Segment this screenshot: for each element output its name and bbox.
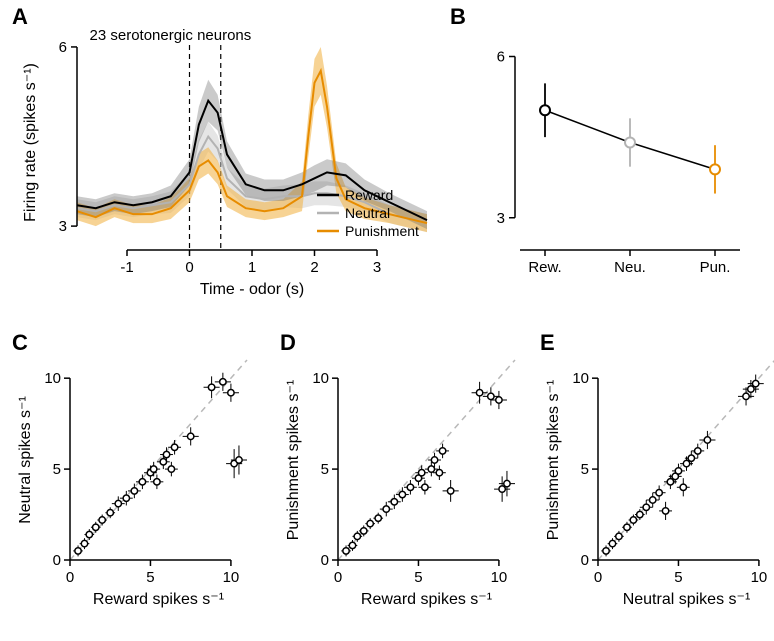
svg-text:5: 5 [581,461,589,478]
svg-text:Neu.: Neu. [614,259,646,276]
svg-text:10: 10 [44,370,61,387]
svg-text:-1: -1 [120,259,133,276]
svg-text:Reward spikes s⁻¹: Reward spikes s⁻¹ [93,591,224,608]
svg-text:Punishment: Punishment [345,223,419,239]
svg-text:Neutral spikes s⁻¹: Neutral spikes s⁻¹ [17,396,34,524]
svg-text:Neutral: Neutral [345,205,390,221]
svg-text:Reward spikes s⁻¹: Reward spikes s⁻¹ [361,591,492,608]
svg-text:5: 5 [414,569,422,586]
svg-text:3: 3 [373,259,381,276]
svg-text:Rew.: Rew. [528,259,561,276]
panel-b: 3 6 Rew. Neu. Pun. [455,10,765,330]
svg-text:5: 5 [674,569,682,586]
svg-text:2: 2 [310,259,318,276]
svg-text:0: 0 [185,259,193,276]
svg-text:0: 0 [321,552,329,569]
svg-text:10: 10 [491,569,508,586]
svg-text:3: 3 [59,218,67,235]
svg-text:0: 0 [334,569,342,586]
svg-text:1: 1 [248,259,256,276]
svg-text:5: 5 [53,461,61,478]
svg-text:10: 10 [751,569,768,586]
svg-text:Reward: Reward [345,187,393,203]
svg-text:0: 0 [66,569,74,586]
panel-d: 00 5 5 10 10 Reward spikes s⁻¹ Punishment spik… [280,340,540,640]
svg-text:6: 6 [497,49,505,66]
svg-text:10: 10 [572,370,589,387]
svg-text:10: 10 [312,370,329,387]
panel-c: 00 5 5 10 10 Reward spikes s⁻¹ Neutral spikes … [12,340,272,640]
svg-text:0: 0 [594,569,602,586]
svg-text:5: 5 [321,461,329,478]
panel-a-subtitle: 23 serotonergic neurons [90,27,252,44]
panel-e: 00551010Neutral spikes s⁻¹Punishment spi… [540,340,774,640]
svg-text:10: 10 [223,569,240,586]
svg-text:0: 0 [53,552,61,569]
svg-text:Firing rate (spikes s⁻¹): Firing rate (spikes s⁻¹) [22,63,39,222]
svg-text:Punishment spikes s⁻¹: Punishment spikes s⁻¹ [285,380,302,541]
svg-text:Punishment spikes s⁻¹: Punishment spikes s⁻¹ [545,380,562,541]
svg-text:5: 5 [146,569,154,586]
svg-text:0: 0 [581,552,589,569]
svg-text:3: 3 [497,210,505,227]
figure-root: A B C D E 23 serotonergic neurons36-1012… [0,0,774,641]
svg-text:6: 6 [59,39,67,56]
svg-text:Neutral spikes s⁻¹: Neutral spikes s⁻¹ [623,591,751,608]
svg-text:Pun.: Pun. [700,259,731,276]
svg-text:Time - odor (s): Time - odor (s) [200,281,304,298]
panel-a: 23 serotonergic neurons 3 6 -1 0 1 2 3 Time - od… [12,10,442,330]
